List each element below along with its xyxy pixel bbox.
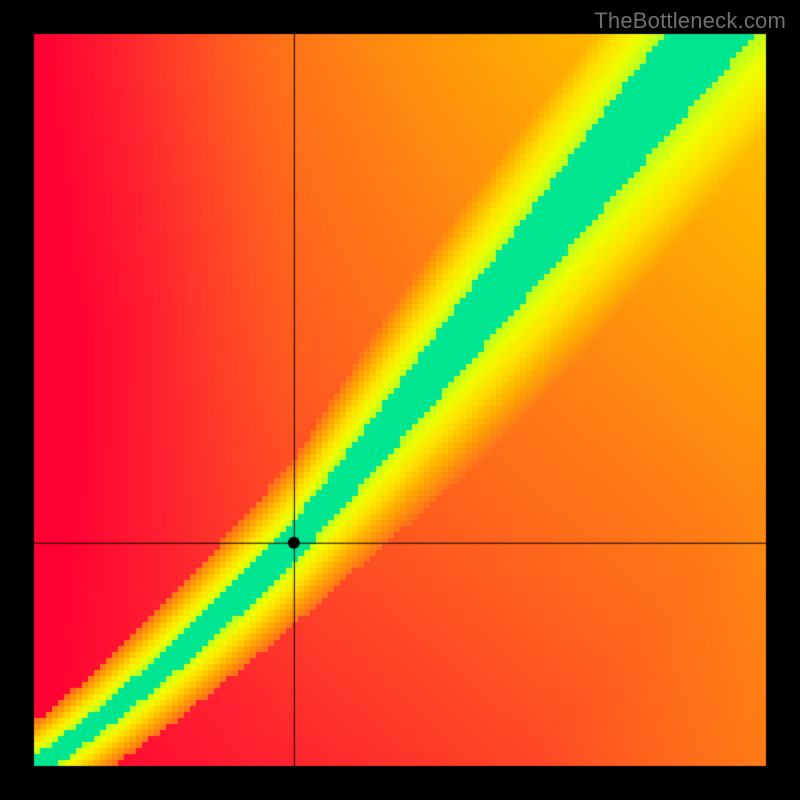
chart-container: TheBottleneck.com [0, 0, 800, 800]
bottleneck-heatmap [0, 0, 800, 800]
watermark-text: TheBottleneck.com [594, 8, 786, 34]
